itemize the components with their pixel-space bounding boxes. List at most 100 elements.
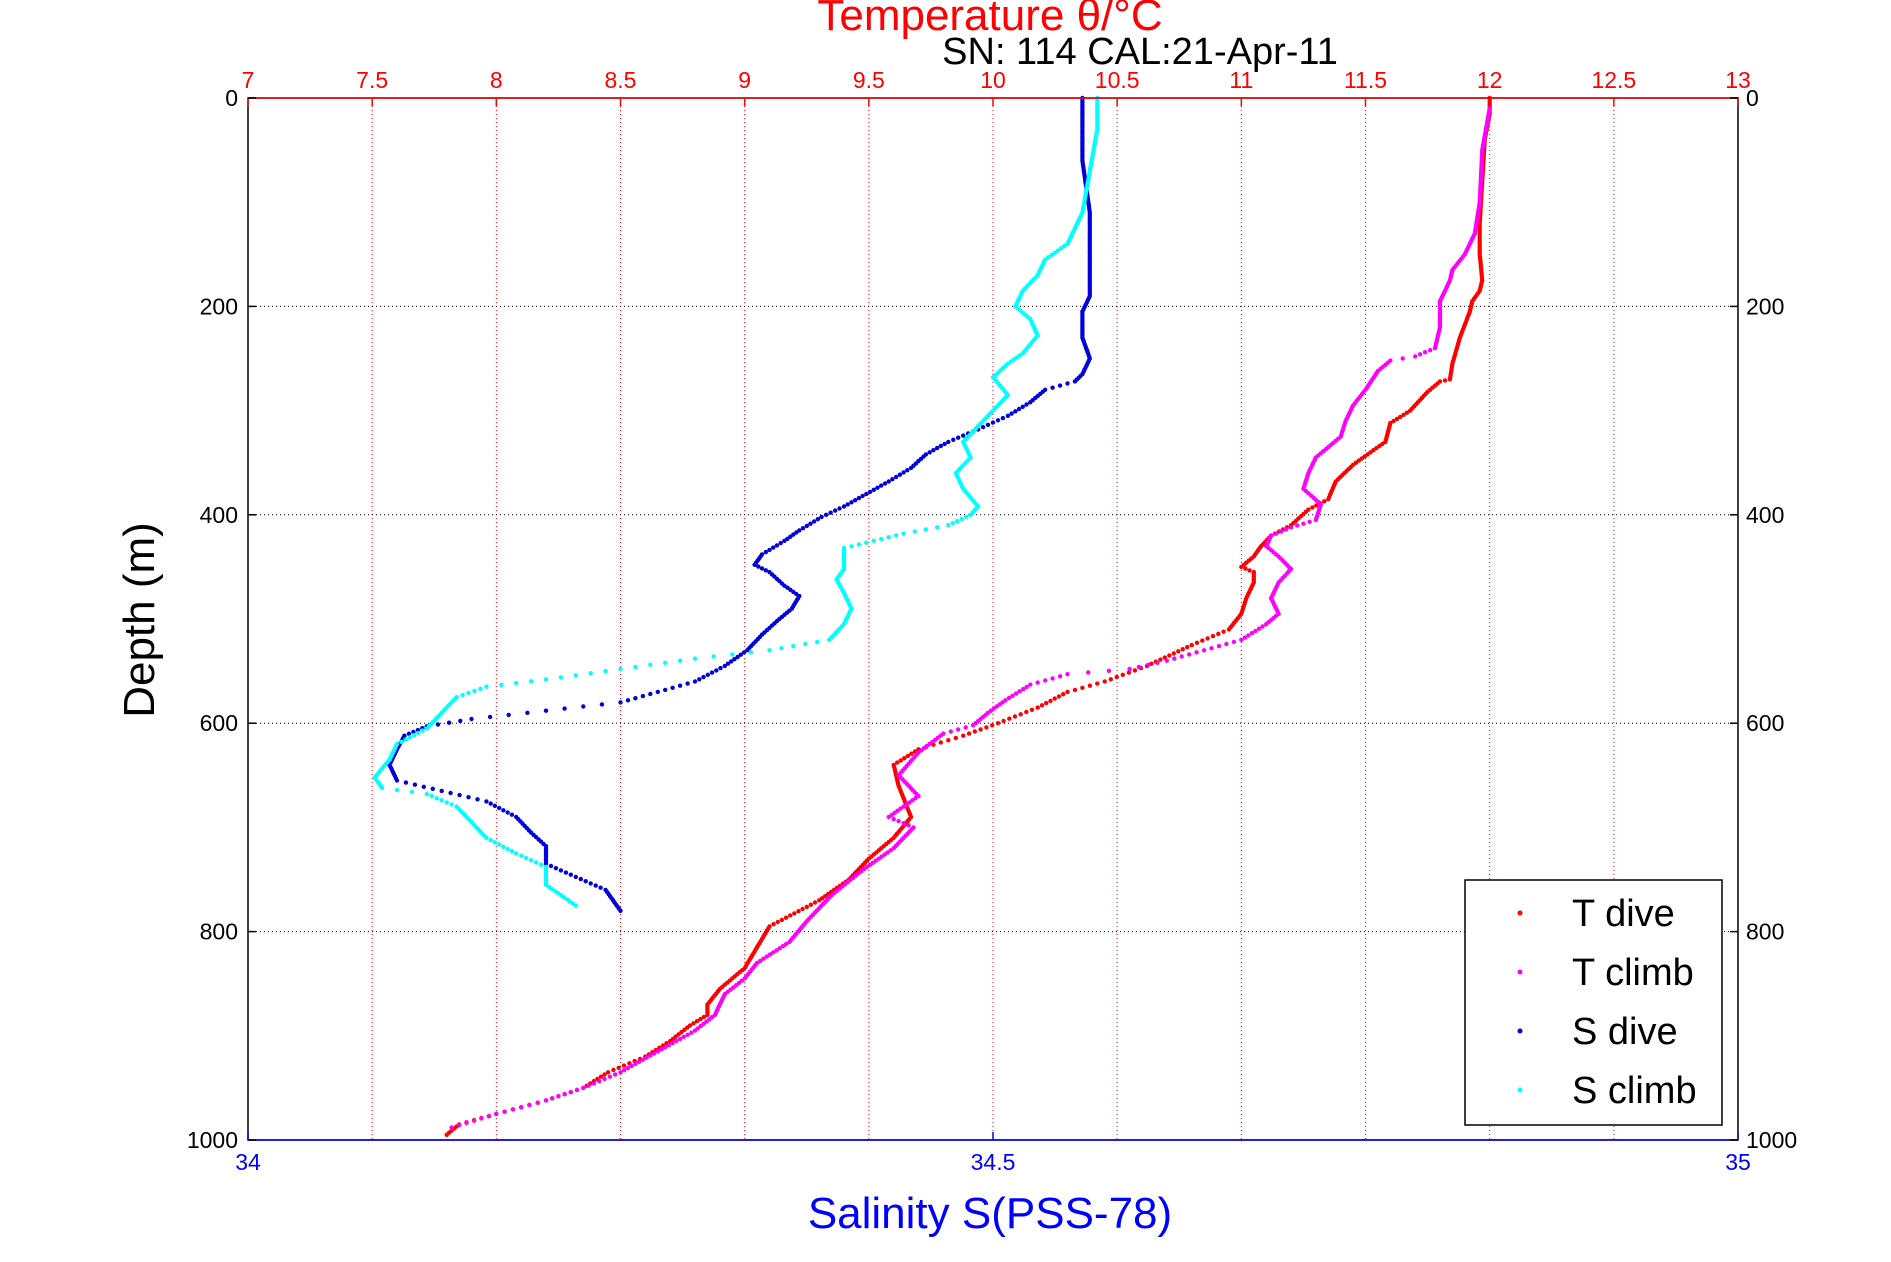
data-point xyxy=(718,665,723,671)
data-point xyxy=(460,692,465,698)
data-point xyxy=(484,799,489,804)
data-point xyxy=(1001,718,1006,724)
data-point xyxy=(1221,629,1226,634)
data-point xyxy=(956,727,961,732)
data-point xyxy=(519,853,524,858)
data-point xyxy=(553,866,559,871)
data-point xyxy=(1136,664,1142,670)
data-point xyxy=(705,672,710,677)
temperature-ticks: 7 7.5 8 8.5 9 9.5 10 10.5 11 11.5 12 12.5 13 xyxy=(242,67,1751,106)
legend-t-dive: T dive xyxy=(1572,893,1675,935)
data-point xyxy=(697,677,702,682)
data-point xyxy=(1205,636,1210,641)
data-point xyxy=(588,671,593,676)
data-point xyxy=(574,1087,580,1093)
data-point xyxy=(458,718,463,724)
data-point xyxy=(492,803,498,808)
data-point xyxy=(406,731,412,736)
data-point xyxy=(519,1105,524,1110)
data-point xyxy=(1226,627,1232,632)
data-point xyxy=(1322,499,1327,504)
series-t-climb xyxy=(449,106,1492,1130)
data-point xyxy=(748,650,754,655)
data-point xyxy=(711,654,716,659)
data-point xyxy=(691,1021,696,1026)
depth-ticks-right: 0 200 400 600 800 1000 xyxy=(1730,85,1797,1153)
data-point xyxy=(890,477,895,482)
data-point xyxy=(758,958,763,963)
data-point xyxy=(1216,643,1222,649)
data-point xyxy=(725,661,731,666)
data-point xyxy=(543,708,549,713)
data-point xyxy=(1010,693,1015,698)
data-point xyxy=(879,483,884,488)
depth-tick-label-right: 600 xyxy=(1746,710,1784,736)
data-point xyxy=(701,1014,707,1020)
data-point xyxy=(780,944,786,949)
data-point xyxy=(1095,681,1100,686)
data-point xyxy=(856,542,862,547)
data-point xyxy=(1127,666,1132,672)
data-point xyxy=(1307,519,1312,524)
legend-marker-s-dive xyxy=(1517,1028,1523,1034)
data-point xyxy=(771,545,776,550)
data-point xyxy=(895,760,900,765)
data-point xyxy=(1201,648,1207,653)
data-point xyxy=(901,821,906,826)
data-point xyxy=(812,519,817,524)
data-point xyxy=(897,472,903,477)
data-point xyxy=(543,677,549,682)
depth-tick-label-right: 800 xyxy=(1746,919,1784,945)
data-point xyxy=(685,681,690,686)
depth-tick-label: 600 xyxy=(200,710,238,736)
data-point xyxy=(1072,379,1078,384)
data-point xyxy=(598,885,603,890)
x-axis-label: Salinity S(PSS-78) xyxy=(808,1189,1172,1238)
data-point xyxy=(950,520,955,526)
data-point xyxy=(625,698,631,703)
data-point xyxy=(953,735,958,741)
data-point xyxy=(1005,413,1011,418)
data-point xyxy=(501,844,506,849)
data-point xyxy=(640,693,646,699)
data-point xyxy=(886,814,891,820)
data-point xyxy=(1283,527,1289,532)
temp-tick-label: 9 xyxy=(738,67,751,93)
data-point xyxy=(1167,653,1172,658)
data-point xyxy=(767,648,772,653)
data-point xyxy=(456,1123,462,1128)
data-point xyxy=(1209,646,1214,651)
data-point xyxy=(898,758,903,763)
data-point xyxy=(1039,703,1045,708)
data-point xyxy=(905,468,910,473)
data-point xyxy=(429,793,434,799)
depth-tick-label: 1000 xyxy=(187,1127,238,1153)
data-point xyxy=(510,1107,516,1112)
data-point xyxy=(1018,712,1023,717)
data-point xyxy=(722,663,727,669)
data-point xyxy=(1050,676,1055,681)
data-point xyxy=(578,876,583,882)
y-axis-label: Depth (m) xyxy=(115,522,164,718)
data-point xyxy=(663,1045,668,1050)
data-point xyxy=(506,712,511,718)
data-point xyxy=(1273,531,1279,536)
data-point xyxy=(1243,566,1248,571)
data-point xyxy=(837,506,842,511)
data-point xyxy=(629,1063,634,1069)
temp-tick-label: 13 xyxy=(1725,67,1751,93)
data-point xyxy=(605,1070,611,1075)
data-point xyxy=(886,535,891,540)
data-point xyxy=(1035,705,1040,710)
data-point xyxy=(934,445,940,451)
data-point xyxy=(761,956,766,961)
data-point xyxy=(732,657,737,662)
data-point xyxy=(1048,698,1053,704)
data-point xyxy=(1200,638,1205,643)
data-point xyxy=(487,714,493,720)
depth-tick-label: 400 xyxy=(200,502,238,528)
legend-marker-t-dive xyxy=(1517,910,1523,916)
data-point xyxy=(618,666,623,672)
data-point xyxy=(1052,696,1057,701)
temp-tick-label: 10.5 xyxy=(1095,67,1140,93)
